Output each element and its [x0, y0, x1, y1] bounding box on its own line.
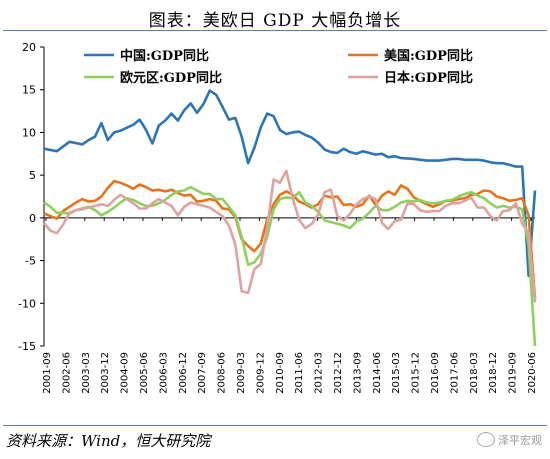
x-tick-label: 2003-03	[81, 352, 92, 394]
x-tick-label: 2002-06	[61, 352, 72, 394]
x-tick-label: 2018-03	[469, 352, 480, 394]
legend-label: 日本:GDP同比	[384, 70, 473, 86]
gdp-line-chart: 20 15 10 5 0 -5 -10 -15 2001-09 2002-06 2003-03 200…	[18, 41, 538, 394]
source-note: 资料来源：Wind，恒大研究院	[6, 432, 211, 450]
x-tick-label: 2003-12	[100, 352, 111, 394]
x-tick-label: 2007-09	[197, 352, 208, 394]
y-tick-label: -15	[18, 340, 36, 353]
x-tick-label: 2009-12	[255, 352, 266, 394]
y-tick-label: 20	[22, 41, 36, 54]
legend-label: 美国:GDP同比	[384, 48, 473, 64]
x-tick-label: 2011-06	[294, 352, 305, 394]
x-tick-label: 2008-06	[217, 352, 228, 394]
x-tick-label: 2014-06	[372, 352, 383, 394]
x-tick-label: 2016-09	[430, 352, 441, 394]
title-divider	[3, 30, 547, 31]
x-tick-label: 2006-03	[158, 352, 169, 394]
x-tick-label: 2012-12	[333, 352, 344, 394]
wechat-icon	[477, 432, 495, 447]
y-tick-label: 0	[29, 212, 36, 225]
source-divider	[3, 425, 547, 426]
x-tick-label: 2015-12	[411, 352, 422, 394]
x-tick-label: 2020-06	[527, 352, 538, 394]
legend-label: 中国:GDP同比	[120, 48, 209, 64]
series-line-3	[43, 185, 537, 347]
x-tick-label: 2019-09	[508, 352, 519, 394]
x-tick-label: 2015-03	[391, 352, 402, 394]
legend-label: 欧元区:GDP同比	[120, 70, 222, 86]
x-tick-label: 2018-12	[488, 352, 499, 394]
chart-title: 图表：美欧日 GDP 大幅负增长	[148, 11, 402, 31]
x-tick-label: 2004-09	[120, 352, 131, 394]
x-tick-label: 2001-09	[42, 352, 53, 394]
x-tick-label: 2012-03	[314, 352, 325, 394]
x-tick-label: 2009-03	[236, 352, 247, 394]
watermark-label: 泽平宏观	[498, 434, 542, 447]
x-tick-label: 2005-06	[139, 352, 150, 394]
y-tick-label: 10	[22, 126, 36, 139]
x-tick-label: 2010-09	[275, 352, 286, 394]
y-tick-label: 15	[22, 84, 36, 97]
watermark: 泽平宏观	[477, 432, 542, 448]
y-tick-label: 5	[29, 169, 36, 182]
x-tick-label: 2017-06	[449, 352, 460, 394]
x-tick-label: 2013-09	[352, 352, 363, 394]
series-line-4	[43, 169, 537, 303]
series-line-1	[43, 89, 537, 278]
y-tick-label: -5	[25, 255, 36, 268]
y-tick-label: -10	[18, 297, 36, 310]
x-tick-label: 2006-12	[178, 352, 189, 394]
